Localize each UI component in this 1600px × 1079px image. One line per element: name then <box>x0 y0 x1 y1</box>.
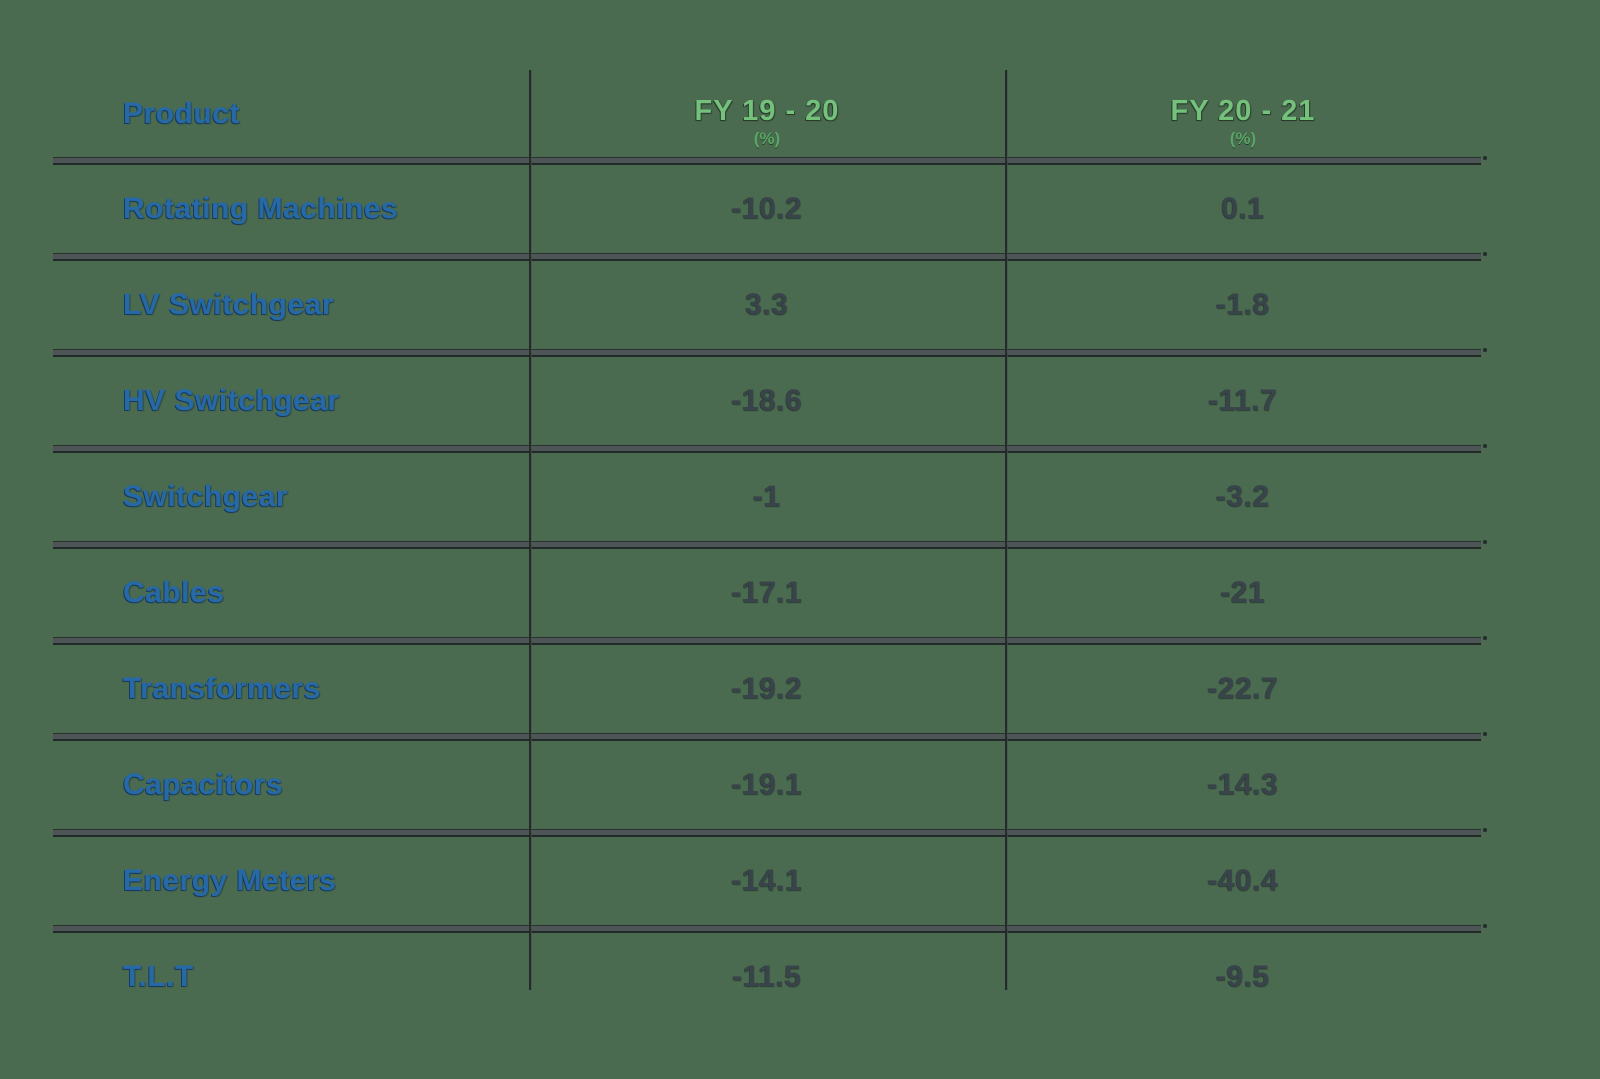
row-cell-fy19-20: -10.2 <box>529 165 1005 253</box>
fy20-21-value: -3.2 <box>1216 480 1270 513</box>
row-cell-fy19-20: -19.2 <box>529 645 1005 733</box>
header-cell-fy20-21: FY 20 - 21 (%) <box>1005 70 1481 157</box>
row-cell-product: HV Switchgear <box>53 357 529 445</box>
fy19-20-value: -17.1 <box>731 576 803 609</box>
row-separator <box>53 348 1487 357</box>
fy20-21-value: -22.7 <box>1207 672 1279 705</box>
row-separator <box>53 636 1487 645</box>
row-cell-fy20-21: -3.2 <box>1005 453 1481 541</box>
row-cell-product: Switchgear <box>53 453 529 541</box>
row-cell-fy19-20: -18.6 <box>529 357 1005 445</box>
fy19-20-value: -10.2 <box>731 192 803 225</box>
row-cell-product: Capacitors <box>53 741 529 829</box>
row-separator <box>53 540 1487 549</box>
row-cell-fy19-20: 3.3 <box>529 261 1005 349</box>
row-cell-fy20-21: -11.7 <box>1005 357 1481 445</box>
row-separator <box>53 924 1487 933</box>
product-name: Capacitors <box>123 768 284 801</box>
header-separator <box>53 156 1487 165</box>
fy19-20-value: 3.3 <box>745 288 789 321</box>
table-body: Rotating Machines -10.2 0.1 LV Switchgea… <box>53 165 1487 1021</box>
table-row: Rotating Machines -10.2 0.1 <box>53 165 1481 253</box>
fy19-20-value: -11.5 <box>732 960 802 993</box>
table-row: Cables -17.1 -21 <box>53 549 1481 637</box>
fy20-21-value: -21 <box>1220 576 1266 609</box>
table-row: LV Switchgear 3.3 -1.8 <box>53 261 1481 349</box>
table-row: HV Switchgear -18.6 -11.7 <box>53 357 1481 445</box>
table-row: Transformers -19.2 -22.7 <box>53 645 1481 733</box>
row-separator <box>53 732 1487 741</box>
row-cell-fy20-21: -1.8 <box>1005 261 1481 349</box>
table-row: Capacitors -19.1 -14.3 <box>53 741 1481 829</box>
fy20-21-value: -14.3 <box>1207 768 1279 801</box>
header-cell-fy19-20: FY 19 - 20 (%) <box>529 70 1005 157</box>
row-cell-fy19-20: -14.1 <box>529 837 1005 925</box>
fy20-21-value: -40.4 <box>1207 864 1279 897</box>
column-divider-1 <box>529 70 531 990</box>
row-cell-product: Cables <box>53 549 529 637</box>
row-cell-product: Rotating Machines <box>53 165 529 253</box>
row-cell-product: LV Switchgear <box>53 261 529 349</box>
column-divider-2 <box>1005 70 1007 990</box>
row-cell-fy19-20: -11.5 <box>529 933 1005 1021</box>
row-cell-product: Energy Meters <box>53 837 529 925</box>
product-name: Rotating Machines <box>123 192 399 225</box>
fy19-20-value: -19.1 <box>731 768 803 801</box>
row-cell-fy20-21: -40.4 <box>1005 837 1481 925</box>
row-cell-fy20-21: -21 <box>1005 549 1481 637</box>
row-cell-fy20-21: -9.5 <box>1005 933 1481 1021</box>
table-row: T.L.T -11.5 -9.5 <box>53 933 1481 1021</box>
row-cell-fy19-20: -1 <box>529 453 1005 541</box>
product-name: Transformers <box>123 672 321 705</box>
fy19-20-value: -19.2 <box>731 672 803 705</box>
row-cell-fy20-21: 0.1 <box>1005 165 1481 253</box>
fy20-21-value: 0.1 <box>1221 192 1265 225</box>
product-name: Energy Meters <box>123 864 337 897</box>
row-cell-product: Transformers <box>53 645 529 733</box>
product-name: LV Switchgear <box>123 288 334 321</box>
product-name: T.L.T <box>123 960 194 993</box>
row-separator <box>53 828 1487 837</box>
column-header-fy20-21-unit: (%) <box>1229 128 1257 148</box>
row-separator <box>53 252 1487 261</box>
table-row: Switchgear -1 -3.2 <box>53 453 1481 541</box>
row-cell-fy19-20: -19.1 <box>529 741 1005 829</box>
column-header-product: Product <box>123 96 240 130</box>
column-header-fy19-20-unit: (%) <box>753 128 781 148</box>
header-cell-product: Product <box>53 70 529 157</box>
product-growth-table: Product FY 19 - 20 (%) FY 20 - 21 (%) Ro… <box>53 70 1487 993</box>
table-header-row: Product FY 19 - 20 (%) FY 20 - 21 (%) <box>53 70 1481 157</box>
row-cell-fy20-21: -22.7 <box>1005 645 1481 733</box>
row-separator <box>53 444 1487 453</box>
table-row: Energy Meters -14.1 -40.4 <box>53 837 1481 925</box>
fy19-20-value: -18.6 <box>731 384 803 417</box>
row-cell-product: T.L.T <box>53 933 529 1021</box>
fy20-21-value: -1.8 <box>1216 288 1270 321</box>
row-cell-fy19-20: -17.1 <box>529 549 1005 637</box>
fy20-21-value: -11.7 <box>1208 384 1278 417</box>
product-name: Cables <box>123 576 225 609</box>
product-name: HV Switchgear <box>123 384 340 417</box>
fy19-20-value: -14.1 <box>731 864 803 897</box>
column-header-fy20-21: FY 20 - 21 <box>1170 94 1316 127</box>
row-cell-fy20-21: -14.3 <box>1005 741 1481 829</box>
fy20-21-value: -9.5 <box>1216 960 1270 993</box>
fy19-20-value: -1 <box>753 480 781 513</box>
product-name: Switchgear <box>123 480 289 513</box>
column-header-fy19-20: FY 19 - 20 <box>694 94 840 127</box>
